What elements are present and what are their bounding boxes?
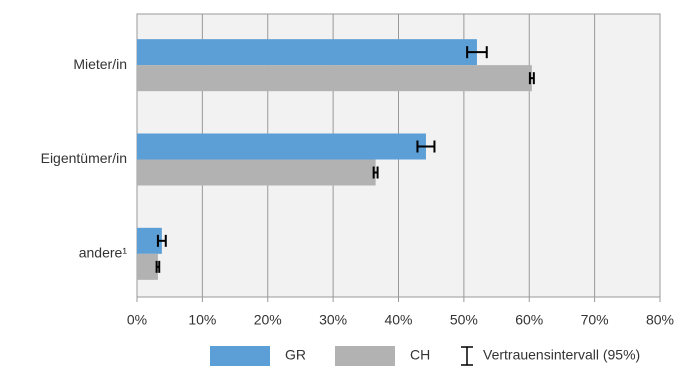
- x-tick-label: 60%: [515, 312, 543, 328]
- x-tick-label: 30%: [319, 312, 347, 328]
- error-bar: [466, 46, 488, 59]
- x-tick-label: 10%: [188, 312, 216, 328]
- y-tick-label: andere¹: [79, 245, 128, 261]
- x-tick-label: 0%: [127, 312, 147, 328]
- legend-swatch: [335, 346, 395, 366]
- legend-label: GR: [285, 347, 306, 363]
- bar: [137, 253, 158, 280]
- error-bar: [156, 234, 167, 247]
- x-tick-label: 40%: [384, 312, 412, 328]
- bar: [137, 39, 477, 66]
- bar: [137, 65, 532, 92]
- x-tick-label: 70%: [581, 312, 609, 328]
- x-tick-label: 80%: [646, 312, 674, 328]
- y-tick-label: Eigentümer/in: [41, 150, 127, 166]
- legend-label: CH: [410, 347, 430, 363]
- error-bar: [155, 260, 161, 273]
- y-tick-label: Mieter/in: [73, 56, 127, 72]
- x-tick-label: 50%: [450, 312, 478, 328]
- error-bar: [416, 140, 436, 153]
- bar: [137, 159, 376, 186]
- bar: [137, 133, 426, 160]
- legend-swatch: [210, 346, 270, 366]
- x-tick-label: 20%: [254, 312, 282, 328]
- legend-label: Vertrauensintervall (95%): [483, 347, 640, 363]
- error-bar: [528, 72, 535, 85]
- error-bar: [372, 166, 379, 179]
